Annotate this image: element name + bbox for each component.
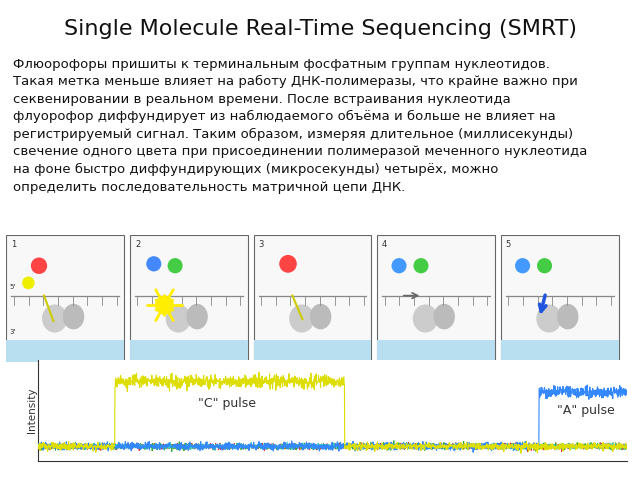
Bar <box>6 339 124 362</box>
Circle shape <box>156 296 173 314</box>
Ellipse shape <box>187 304 207 329</box>
Circle shape <box>515 258 530 274</box>
Ellipse shape <box>557 304 578 329</box>
Text: 3: 3 <box>259 240 264 249</box>
Circle shape <box>537 258 552 274</box>
Text: 4: 4 <box>382 240 387 249</box>
Text: 3': 3' <box>10 329 16 336</box>
Circle shape <box>168 258 182 274</box>
Text: Флюорофоры пришиты к терминальным фосфатным группам нуклеотидов.
Такая метка мен: Флюорофоры пришиты к терминальным фосфат… <box>13 58 587 193</box>
Ellipse shape <box>537 305 561 332</box>
Text: 5: 5 <box>506 240 511 249</box>
Ellipse shape <box>43 305 67 332</box>
Ellipse shape <box>166 305 190 332</box>
Circle shape <box>22 276 35 289</box>
Ellipse shape <box>63 304 84 329</box>
Bar <box>253 235 371 362</box>
Text: 2: 2 <box>135 240 140 249</box>
Bar <box>253 339 371 362</box>
Bar <box>500 235 618 362</box>
Circle shape <box>413 258 429 274</box>
Bar <box>130 235 248 362</box>
Bar <box>377 339 495 362</box>
Ellipse shape <box>310 304 331 329</box>
Text: 1: 1 <box>12 240 17 249</box>
Ellipse shape <box>413 305 437 332</box>
Ellipse shape <box>434 304 454 329</box>
Circle shape <box>279 255 297 273</box>
Bar <box>377 235 495 362</box>
Circle shape <box>392 258 406 274</box>
Text: "A" pulse: "A" pulse <box>557 404 615 417</box>
Bar <box>130 339 248 362</box>
Bar <box>6 235 124 362</box>
Y-axis label: Intensity: Intensity <box>27 388 37 433</box>
Text: 5': 5' <box>10 284 16 289</box>
Bar <box>500 339 618 362</box>
Circle shape <box>147 256 161 272</box>
Text: "C" pulse: "C" pulse <box>198 396 256 410</box>
Ellipse shape <box>290 305 314 332</box>
Circle shape <box>31 257 47 274</box>
Text: Single Molecule Real-Time Sequencing (SMRT): Single Molecule Real-Time Sequencing (SM… <box>63 19 577 39</box>
